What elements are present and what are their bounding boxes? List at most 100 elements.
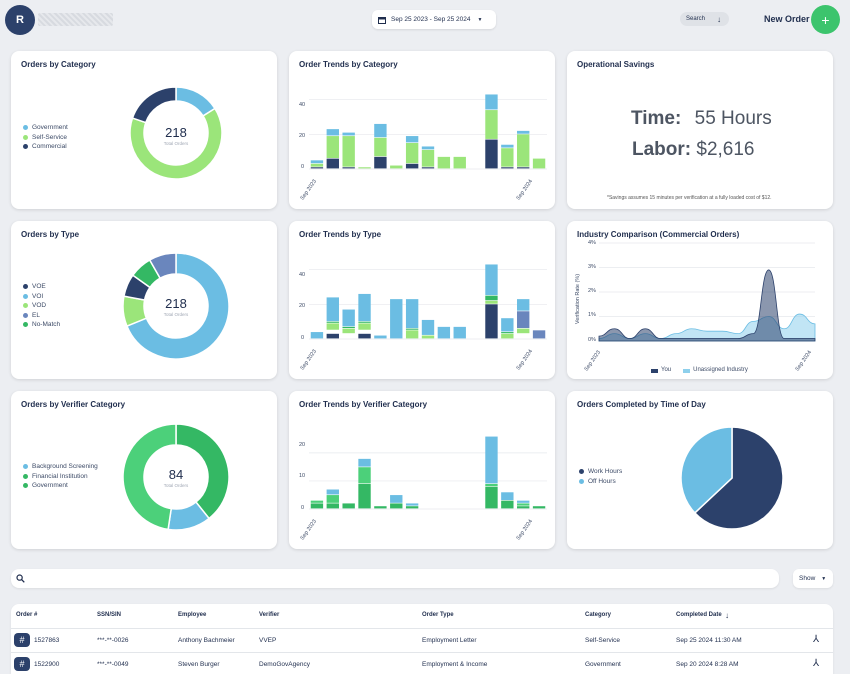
col-header-category[interactable]: Category [585,612,612,618]
col-header-completed-date[interactable]: Completed Date [676,612,722,618]
new-order-button[interactable]: + [811,5,840,34]
col-header-order-type[interactable]: Order Type [422,612,454,618]
col-header-verifier[interactable]: Verifier [259,612,280,618]
orders-by-verifier-card: Orders by Verifier Category Background S… [11,391,277,549]
bar-segment [326,333,339,339]
donut-total-label: Total Orders [163,141,189,146]
bar-segment [310,332,324,339]
time-of-day-card: Orders Completed by Time of Day Work Hou… [567,391,833,549]
y-axis-label: Verification Rate (%) [575,273,582,325]
bar-segment [374,506,387,509]
col-header-order[interactable]: Order # [16,612,38,618]
card-title: Orders Completed by Time of Day [577,400,706,409]
type-donut-chart [123,253,229,359]
table-search-input[interactable] [11,569,779,588]
bar-segment [453,156,466,169]
bar-segment [326,330,339,334]
bar-segment [517,311,530,328]
show-dropdown[interactable]: Show ▼ [793,569,833,588]
bar-segment [421,335,435,339]
legend-swatch [651,369,658,373]
bar-segment [342,333,355,339]
operational-savings-card: Operational Savings Time: 55 Hours Labor… [567,51,833,209]
arrow-down-icon: ↓ [717,14,722,24]
slice-off-hours [680,426,733,514]
pdf-icon[interactable]: ⅄ [813,634,820,645]
bar-segment [485,304,498,339]
legend-label: Financial Institution [32,472,88,480]
avatar[interactable]: R [5,5,35,35]
verifier-donut-chart [122,424,230,530]
legend-swatch [23,312,28,318]
bar-segment [501,148,514,167]
bar-segment [326,323,339,330]
bar-segment [310,503,324,509]
legend-swatch [23,483,28,489]
pdf-icon[interactable]: ⅄ [813,658,820,669]
chart-legend: Work Hours Off Hours [579,467,622,486]
bar-segment [485,295,498,301]
bar-segment [405,143,419,164]
bar-segment [485,94,498,110]
bar-segment [517,299,530,311]
bar-segment [485,483,498,487]
legend-label: Government [32,482,68,489]
ssn: ***-**-0049 [97,661,129,668]
bar-segment [532,330,546,339]
bar-segment [517,500,530,503]
show-label: Show [799,575,816,582]
bar-segment [358,321,371,323]
date-range-picker[interactable]: Sep 25 2023 - Sep 25 2024 ▼ [372,10,496,29]
search-label: Search [686,16,706,22]
legend-swatch [23,125,28,131]
legend-swatch [23,473,28,479]
bar-segment [310,160,324,164]
bar-segment [374,156,387,169]
hash-icon[interactable]: # [14,657,30,671]
slice-government [122,424,177,530]
order-trends-type-card: Order Trends by Type 40 20 0 Sep 2023 Se… [289,221,555,379]
y-tick: 0 [301,505,305,511]
donut-total-label: Total Orders [163,312,189,317]
new-order-label[interactable]: New Order [764,14,810,24]
legend-swatch [23,284,28,290]
bar-segment [532,506,546,509]
category-donut-chart [129,86,223,180]
slice-background-screening [175,424,230,520]
industry-comparison-card: Industry Comparison (Commercial Orders) … [567,221,833,379]
bar-segment [517,506,530,509]
legend-swatch [579,478,584,484]
legend-label: Commercial [32,143,67,150]
orders-by-type-card: Orders by Type VOE VOI VOD EL No-Match 2… [11,221,277,379]
bar-segment [374,335,387,339]
card-title: Order Trends by Category [299,60,398,69]
completed-date: Sep 20 2024 8:28 AM [676,661,739,668]
time-of-day-pie-chart [680,426,784,530]
bar-segment [485,436,498,484]
bar-segment [358,330,371,334]
legend-label: Work Hours [588,468,623,475]
col-header-employee[interactable]: Employee [178,612,207,618]
col-header-ssn[interactable]: SSN/SIN [97,612,122,618]
bar-segment [517,167,530,169]
bar-segment [501,492,514,501]
bar-segment [485,486,498,509]
legend-label: Government [32,124,68,131]
chart-legend: Background Screening Financial Instituti… [23,462,98,491]
donut-total: 218 [165,296,187,311]
hash-icon[interactable]: # [14,633,30,647]
bar-segment [390,495,403,503]
bar-segment [342,136,355,167]
order-number: 1522900 [34,661,60,668]
bar-segment [405,163,419,169]
bar-segment [517,503,530,506]
legend-label: No-Match [32,321,61,328]
bar-segment [485,110,498,139]
verifier-trend-bar-chart [309,436,547,510]
legend-label: VOE [32,283,46,290]
sort-arrow-icon[interactable]: ↓ [725,611,729,620]
chevron-down-icon: ▼ [477,16,483,23]
card-title: Order Trends by Type [299,230,382,239]
search-toggle[interactable]: Search ↓ [680,12,729,26]
bar-segment [501,333,514,339]
